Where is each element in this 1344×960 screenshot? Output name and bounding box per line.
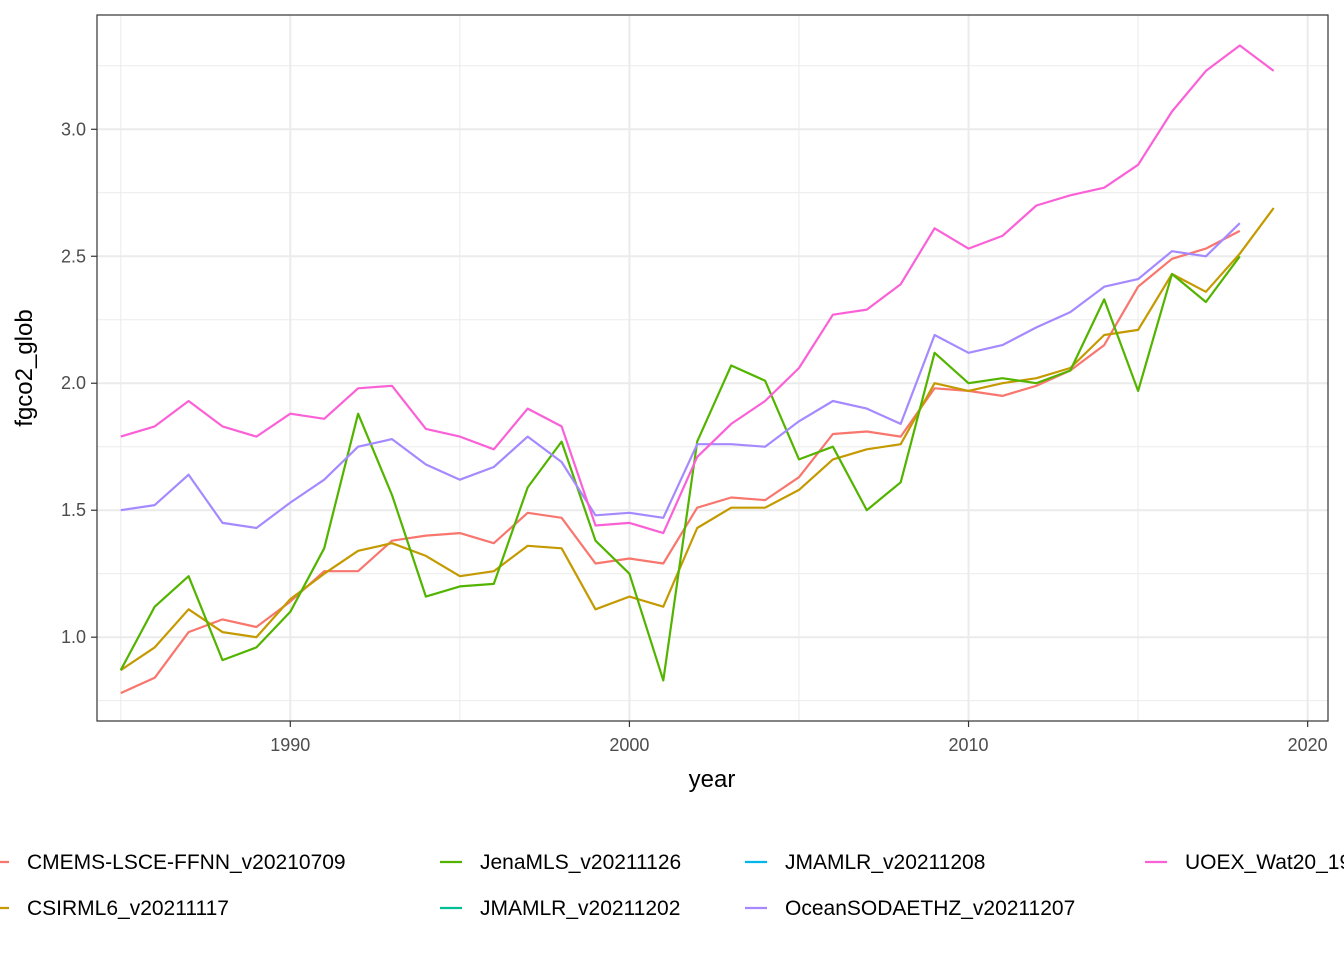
legend-label: CMEMS-LSCE-FFNN_v20210709 <box>27 851 346 874</box>
series-line-oceansodaethz-v20211207 <box>120 222 1241 530</box>
panel-border <box>96 14 1329 722</box>
series-line-jenamls-v20211126 <box>119 255 1241 682</box>
x-axis: 1990 2000 2010 2020 <box>270 721 1328 755</box>
x-tick-label: 2000 <box>609 735 649 755</box>
legend-label: JMAMLR_v20211208 <box>785 851 985 874</box>
legend-label: JenaMLS_v20211126 <box>480 851 681 874</box>
y-tick-label: 1.5 <box>61 500 86 520</box>
panel-background <box>97 15 1328 721</box>
plot-panel <box>96 14 1329 722</box>
legend-label: OceanSODAETHZ_v20211207 <box>785 897 1075 920</box>
y-axis: 1.0 1.5 2.0 2.5 3.0 <box>61 119 97 647</box>
series-lines <box>119 44 1275 695</box>
minor-gridlines <box>97 15 1328 721</box>
legend-label: UOEX_Wat20_1985_2019 <box>1185 851 1344 874</box>
x-axis-title: year <box>689 766 736 793</box>
y-axis-title: fgco2_glob <box>11 309 38 426</box>
y-tick-label: 2.5 <box>61 246 86 266</box>
x-tick-label: 2010 <box>949 735 989 755</box>
series-line-uoex-wat20-1985-2019 <box>120 44 1275 535</box>
x-tick-label: 1990 <box>270 735 310 755</box>
y-tick-label: 3.0 <box>61 119 86 139</box>
x-tick-label: 2020 <box>1288 735 1328 755</box>
major-gridlines <box>97 15 1328 721</box>
series-line-csirml6-v20211117 <box>120 207 1275 672</box>
legend-label: CSIRML6_v20211117 <box>27 897 229 920</box>
y-tick-label: 2.0 <box>61 373 86 393</box>
y-tick-label: 1.0 <box>61 627 86 647</box>
legend: CMEMS-LSCE-FFNN_v20210709 JenaMLS_v202111… <box>0 851 1344 920</box>
legend-label: JMAMLR_v20211202 <box>480 897 680 920</box>
